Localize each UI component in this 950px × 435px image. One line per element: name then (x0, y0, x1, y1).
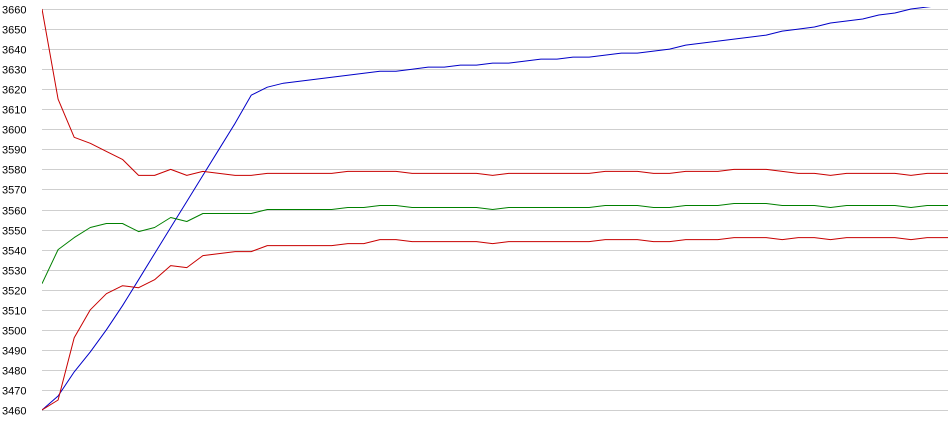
series-line-3 (42, 203, 948, 284)
y-tick-label: 3560 (2, 206, 26, 218)
y-tick-label: 3640 (2, 45, 26, 57)
y-tick-label: 3520 (2, 286, 26, 298)
y-tick-label: 3500 (2, 326, 26, 338)
series-line-1 (42, 7, 932, 411)
y-tick-label: 3610 (2, 105, 26, 117)
y-tick-label: 3550 (2, 226, 26, 238)
y-tick-label: 3600 (2, 125, 26, 137)
y-tick-label: 3460 (2, 406, 26, 418)
y-tick-label: 3570 (2, 185, 26, 197)
series-line-2 (42, 8, 948, 176)
y-tick-label: 3590 (2, 145, 26, 157)
y-tick-label: 3530 (2, 266, 26, 278)
series-line-4 (42, 237, 948, 411)
y-tick-label: 3470 (2, 386, 26, 398)
y-axis-tick-labels: 3460 3470 3480 3490 3500 3510 3520 3530 3540 3550… (2, 5, 26, 418)
grid-lines (42, 9, 948, 411)
y-tick-label: 3580 (2, 165, 26, 177)
y-tick-label: 3650 (2, 25, 26, 37)
y-tick-label: 3620 (2, 85, 26, 97)
series-lines (42, 7, 948, 411)
y-tick-label: 3630 (2, 65, 26, 77)
y-tick-label: 3660 (2, 5, 26, 17)
y-tick-label: 3510 (2, 306, 26, 318)
y-tick-label: 3480 (2, 366, 26, 378)
y-tick-label: 3540 (2, 246, 26, 258)
y-tick-label: 3490 (2, 346, 26, 358)
